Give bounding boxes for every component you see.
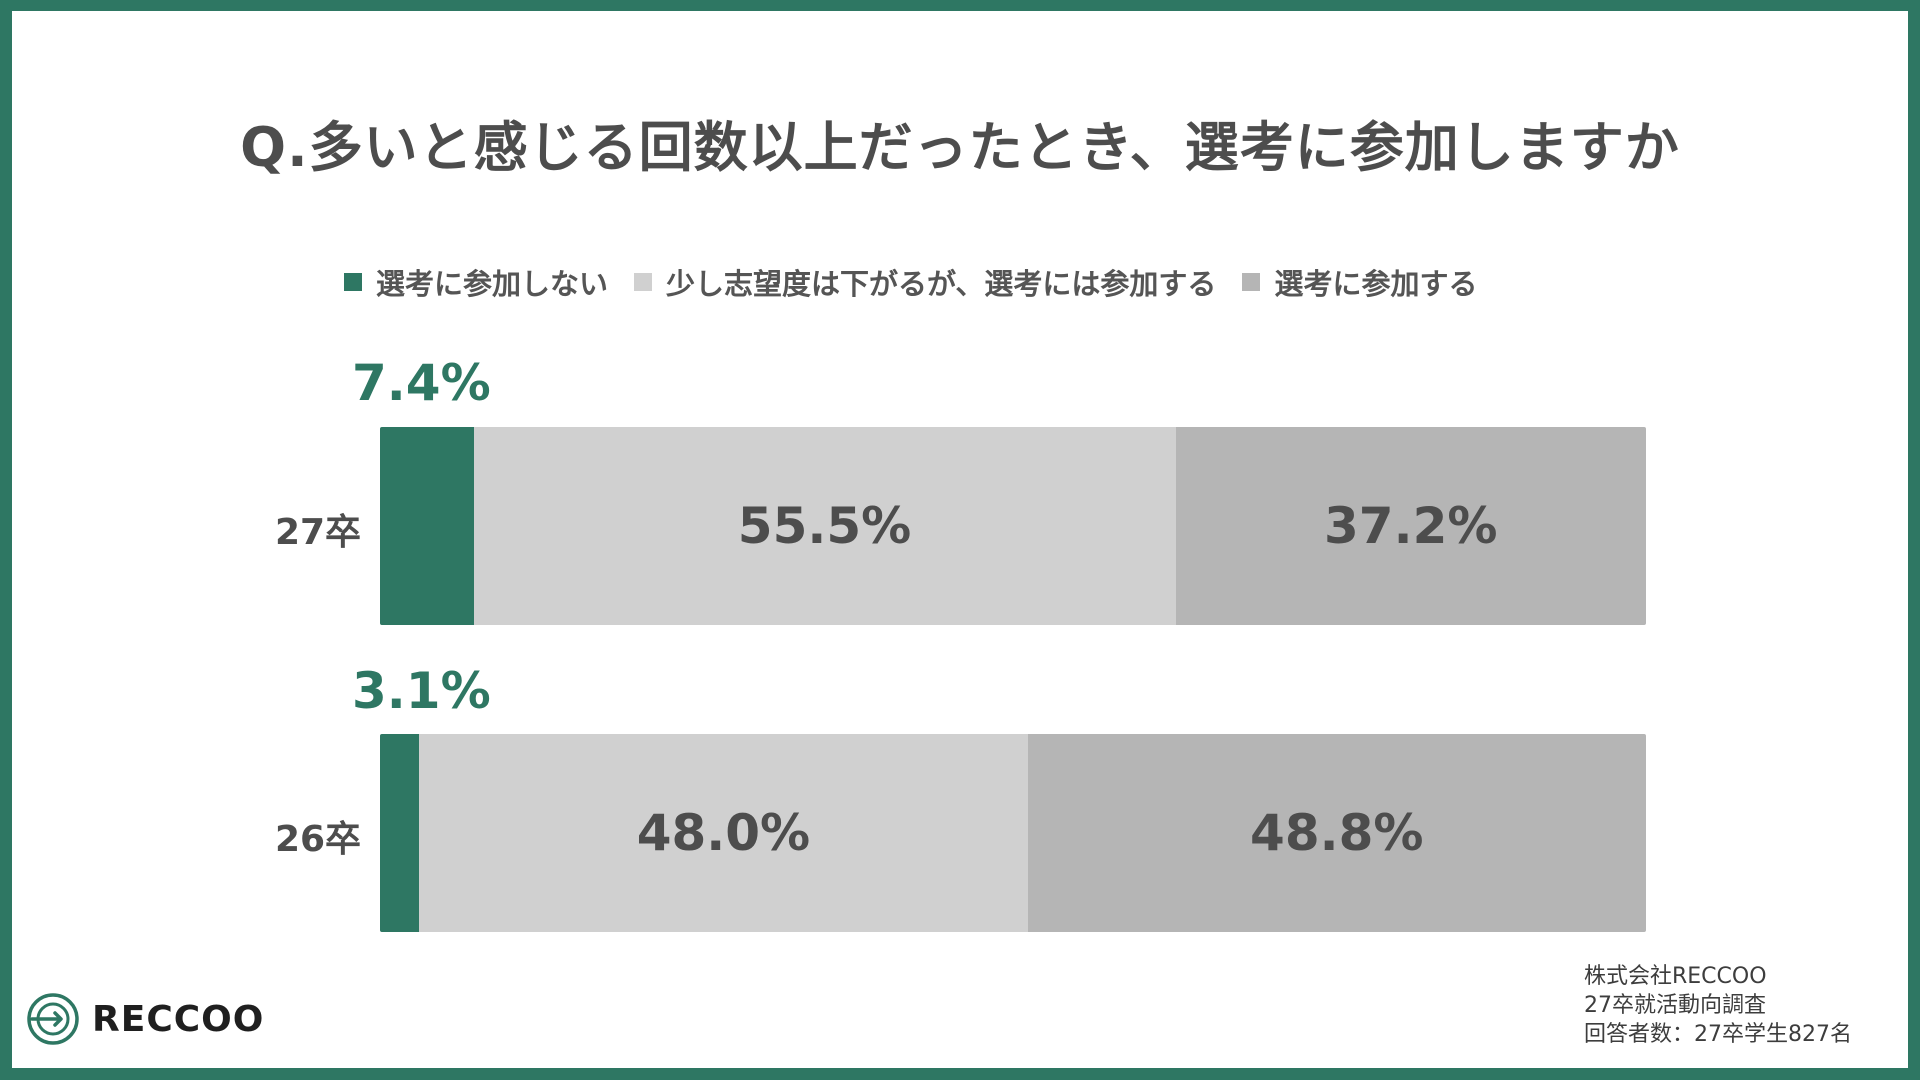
legend-swatch bbox=[634, 273, 653, 291]
legend-label: 選考に参加しない bbox=[376, 267, 609, 301]
source-line: 回答者数：27卒学生827名 bbox=[1584, 1022, 1852, 1047]
legend-swatch bbox=[1242, 273, 1261, 291]
legend-swatch bbox=[344, 273, 362, 291]
reccoo-logo-icon bbox=[27, 993, 79, 1045]
company-logo: RECCOO bbox=[26, 992, 264, 1046]
data-label: 48.0% bbox=[636, 804, 811, 862]
bar-segment-join-lower-preference: 48.0% bbox=[419, 734, 1028, 932]
legend-item-not-join: 選考に参加しない bbox=[344, 261, 608, 303]
source-line: 株式会社RECCOO bbox=[1584, 964, 1767, 989]
legend-item-join-lower-preference: 少し志望度は下がるが、選考には参加する bbox=[634, 261, 1216, 303]
bar-segment-join-lower-preference: 55.5% bbox=[473, 427, 1176, 625]
small-segment-callout: 3.1% bbox=[352, 662, 491, 720]
bar-segment-join: 48.8% bbox=[1027, 734, 1646, 932]
stacked-bar-27: 55.5% 37.2% bbox=[380, 427, 1646, 625]
legend-label: 少し志望度は下がるが、選考には参加する bbox=[666, 267, 1217, 301]
bar-segment-not-join bbox=[380, 734, 420, 932]
small-segment-callout: 7.4% bbox=[352, 354, 491, 412]
logo-text: RECCOO bbox=[92, 998, 265, 1040]
bar-segment-join: 37.2% bbox=[1175, 427, 1646, 625]
category-label: 27卒 bbox=[274, 512, 362, 553]
chart-legend: 選考に参加しない 少し志望度は下がるが、選考には参加する 選考に参加する bbox=[344, 262, 1503, 302]
legend-item-join: 選考に参加する bbox=[1242, 261, 1477, 303]
chart-title: Q.多いと感じる回数以上だったとき、選考に参加しますか bbox=[240, 116, 1680, 179]
data-label: 37.2% bbox=[1324, 497, 1498, 555]
data-label: 55.5% bbox=[737, 497, 912, 555]
bar-segment-not-join bbox=[380, 427, 474, 625]
stacked-bar-26: 48.0% 48.8% bbox=[380, 734, 1646, 932]
data-label: 48.8% bbox=[1250, 804, 1424, 862]
source-note: 株式会社RECCOO 27卒就活動向調査 回答者数：27卒学生827名 bbox=[1584, 962, 1852, 1049]
legend-label: 選考に参加する bbox=[1274, 267, 1478, 301]
source-line: 27卒就活動向調査 bbox=[1584, 993, 1766, 1018]
category-label: 26卒 bbox=[274, 819, 362, 860]
